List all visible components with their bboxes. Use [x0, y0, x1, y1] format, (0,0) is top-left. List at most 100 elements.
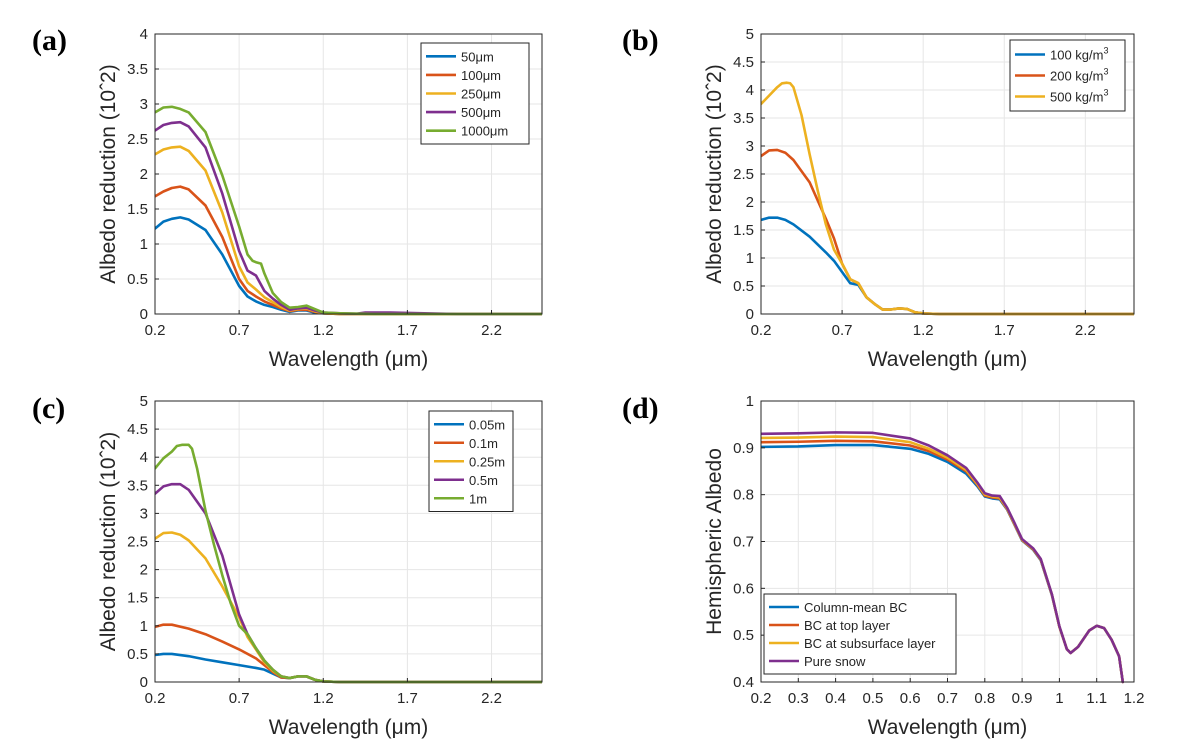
- x-tick-label: 2.2: [481, 322, 502, 339]
- x-tick-label: 0.9: [1012, 690, 1033, 707]
- x-tick-label: 0.5: [862, 690, 883, 707]
- y-tick-label: 1: [746, 250, 754, 267]
- chart-panel-1: 0.2 0.7 1.2 1.7 2.2 0 0.5 1 1.5 2 2.5 3 3.5 4 Waveleng…: [32, 24, 543, 371]
- x-tick-label: 2.2: [1075, 322, 1096, 339]
- legend: 0.05m 0.1m 0.25m 0.5m 1m: [428, 410, 514, 512]
- legend-entry-label: BC at top layer: [804, 618, 891, 633]
- panel-label: (c): [32, 392, 65, 425]
- y-tick-label: 1.5: [127, 590, 148, 607]
- chart-panel-3: 0.2 0.7 1.2 1.7 2.2 0 0.5 1 1.5 2 2.5 3 3.5 4 4.5 5 Wave…: [32, 392, 543, 739]
- legend-entry-label: 1000μm: [461, 124, 508, 139]
- y-tick-label: 3.5: [127, 61, 148, 78]
- y-tick-label: 4: [746, 82, 754, 99]
- legend-entry-label: 100μm: [461, 68, 501, 83]
- y-axis-label: Hemispheric Albedo: [703, 448, 726, 635]
- y-tick-label: 4.5: [127, 421, 148, 438]
- x-tick-label: 2.2: [481, 690, 502, 707]
- y-tick-label: 3.5: [127, 477, 148, 494]
- y-tick-label: 0: [140, 674, 148, 691]
- series-line-3: [761, 81, 1134, 316]
- y-tick-label: 3: [140, 96, 148, 113]
- x-tick-label: 0.4: [825, 690, 846, 707]
- y-axis-label: Albedo reduction (10ˆ2): [97, 432, 120, 651]
- legend-entry-label: 0.25m: [469, 454, 505, 469]
- x-tick-label: 0.3: [788, 690, 809, 707]
- legend-entry-label: 250μm: [461, 87, 501, 102]
- chart-panel-4: 0.2 0.3 0.4 0.5 0.6 0.7 0.8 0.9 1 1.1 1.2 0.4 0.5 0.6…: [622, 392, 1144, 739]
- legend-entry-label: Column-mean BC: [804, 600, 907, 615]
- legend-entry-label: 200 kg/m3: [1050, 67, 1109, 84]
- y-tick-label: 5: [746, 26, 754, 43]
- y-tick-label: 1.5: [127, 201, 148, 218]
- y-tick-label: 2: [140, 166, 148, 183]
- y-tick-label: 0: [140, 306, 148, 323]
- y-tick-label: 2: [746, 194, 754, 211]
- legend-box: [428, 410, 514, 512]
- x-tick-label: 0.7: [229, 690, 250, 707]
- series-line-5: [155, 105, 542, 316]
- panel-label: (d): [622, 392, 659, 425]
- y-tick-label: 0.9: [733, 440, 754, 457]
- series-line-4: [155, 120, 542, 316]
- x-tick-label: 0.2: [145, 690, 166, 707]
- legend-entry-label: 100 kg/m3: [1050, 46, 1109, 63]
- y-tick-label: 0.7: [733, 534, 754, 551]
- legend-entry-label: 0.05m: [469, 417, 505, 432]
- legend-entry-label: 0.1m: [469, 436, 498, 451]
- legend-entry-label: 500μm: [461, 105, 501, 120]
- y-tick-label: 2.5: [127, 131, 148, 148]
- x-tick-label: 1.7: [397, 690, 418, 707]
- y-tick-label: 0.8: [733, 487, 754, 504]
- x-tick-label: 0.8: [974, 690, 995, 707]
- y-tick-label: 0.5: [127, 271, 148, 288]
- legend: 50μm 100μm 250μm 500μm 1000μm: [420, 42, 530, 145]
- series-line-5: [155, 443, 542, 684]
- legend-entry-label: 500 kg/m3: [1050, 88, 1109, 105]
- legend: 100 kg/m3 200 kg/m3 500 kg/m3: [1009, 39, 1126, 112]
- x-tick-label: 0.2: [751, 690, 772, 707]
- panel-label: (b): [622, 24, 659, 57]
- legend-entry-label: 0.5m: [469, 473, 498, 488]
- x-tick-label: 1: [1055, 690, 1063, 707]
- legend: Column-mean BC BC at top layer BC at subsu…: [763, 593, 957, 675]
- legend-entry-label: BC at subsurface layer: [804, 636, 936, 651]
- y-tick-label: 0.5: [733, 278, 754, 295]
- x-tick-label: 0.7: [229, 322, 250, 339]
- y-tick-label: 1: [140, 236, 148, 253]
- y-tick-label: 4: [140, 26, 148, 43]
- y-tick-label: 0.5: [733, 627, 754, 644]
- x-tick-label: 1.2: [313, 322, 334, 339]
- x-tick-label: 0.7: [832, 322, 853, 339]
- legend-entry-label: 50μm: [461, 49, 494, 64]
- y-tick-label: 1: [746, 393, 754, 410]
- x-tick-label: 0.6: [900, 690, 921, 707]
- y-tick-label: 4.5: [733, 54, 754, 71]
- chart-panel-2: 0.2 0.7 1.2 1.7 2.2 0 0.5 1 1.5 2 2.5 3 3.5 4 4.5 5 Wave…: [622, 24, 1135, 371]
- x-axis-label: Wavelength (μm): [868, 348, 1028, 371]
- y-tick-label: 5: [140, 393, 148, 410]
- y-tick-label: 4: [140, 449, 148, 466]
- x-axis-label: Wavelength (μm): [269, 716, 429, 739]
- x-tick-label: 1.7: [397, 322, 418, 339]
- x-tick-label: 0.2: [751, 322, 772, 339]
- x-tick-label: 1.2: [313, 690, 334, 707]
- x-tick-label: 1.2: [913, 322, 934, 339]
- y-tick-label: 3: [746, 138, 754, 155]
- y-axis-label: Albedo reduction (10ˆ2): [703, 64, 726, 283]
- y-tick-label: 0.6: [733, 580, 754, 597]
- y-tick-label: 1.5: [733, 222, 754, 239]
- panel-label: (a): [32, 24, 67, 57]
- y-tick-label: 0.4: [733, 674, 754, 691]
- series-line-4: [761, 431, 1125, 684]
- x-tick-label: 0.7: [937, 690, 958, 707]
- x-tick-label: 1.1: [1086, 690, 1107, 707]
- x-tick-label: 0.2: [145, 322, 166, 339]
- y-tick-label: 3: [140, 505, 148, 522]
- y-tick-label: 2: [140, 562, 148, 579]
- y-tick-label: 2.5: [127, 534, 148, 551]
- y-tick-label: 0: [746, 306, 754, 323]
- x-tick-label: 1.7: [994, 322, 1015, 339]
- y-tick-label: 1: [140, 618, 148, 635]
- legend-entry-label: 1m: [469, 491, 487, 506]
